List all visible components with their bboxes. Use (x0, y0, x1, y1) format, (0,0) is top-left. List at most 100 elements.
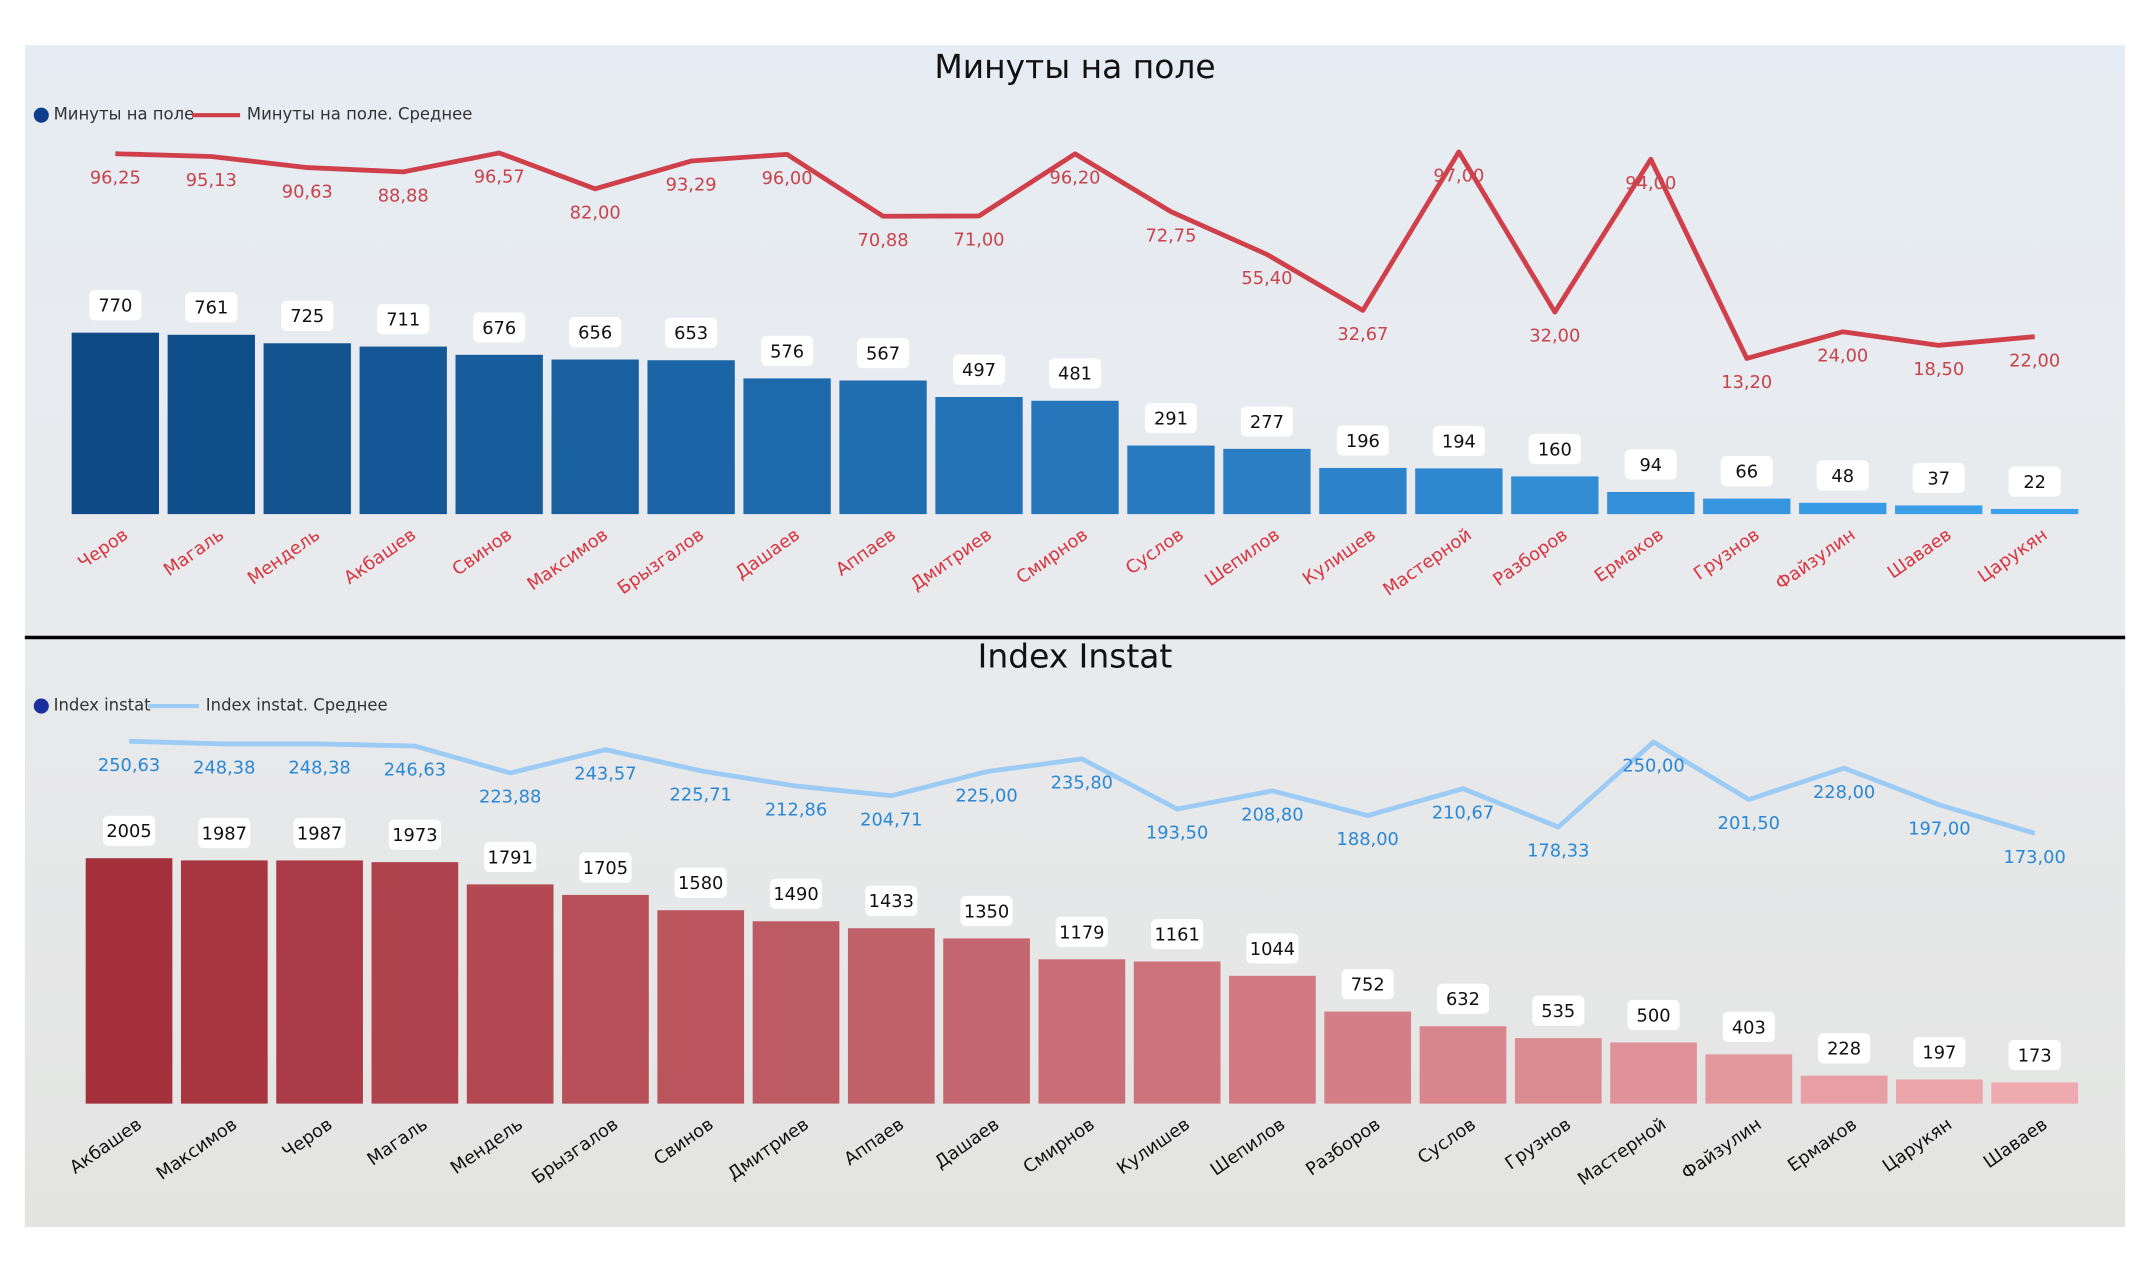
data-label-box (1336, 425, 1389, 456)
bar (935, 397, 1023, 515)
bar (466, 884, 554, 1104)
line-label: 95,13 (186, 170, 237, 191)
data-label-box (1144, 403, 1198, 434)
bar (263, 343, 351, 515)
line-label: 32,00 (1529, 326, 1580, 347)
data-label: 194 (1442, 431, 1476, 452)
data-label: 656 (578, 322, 612, 343)
line-label: 18,50 (1913, 359, 1964, 380)
data-label-box (185, 292, 238, 323)
data-label: 197 (1922, 1042, 1956, 1063)
data-label: 676 (482, 318, 516, 339)
line-label: 55,40 (1241, 268, 1292, 289)
data-label-box (1432, 425, 1485, 457)
line-label: 197,00 (1908, 819, 1970, 840)
data-label-box (1722, 1011, 1775, 1042)
data-label-box (1151, 919, 1204, 950)
data-label: 196 (1346, 431, 1380, 452)
bar (180, 860, 268, 1104)
chart-title: Index Instat (978, 637, 1173, 676)
bar (551, 359, 639, 515)
data-label: 1973 (392, 825, 437, 846)
bar (1133, 961, 1221, 1104)
line-label: 243,57 (574, 763, 636, 784)
data-label: 711 (386, 310, 420, 331)
line-label: 96,20 (1050, 168, 1101, 189)
line-label: 212,86 (765, 800, 827, 821)
bar (562, 894, 649, 1104)
data-label-box (1341, 969, 1394, 1000)
legend-label: Минуты на поле. Среднее (247, 105, 472, 124)
data-label: 1987 (297, 823, 342, 844)
bar (1415, 468, 1503, 515)
data-label: 567 (866, 343, 900, 364)
line-label: 72,75 (1145, 225, 1196, 246)
line-label: 235,80 (1051, 773, 1113, 794)
data-label: 535 (1541, 1001, 1575, 1022)
line-label: 178,33 (1527, 841, 1589, 862)
line-label: 97,00 (1433, 166, 1484, 187)
data-label-box (769, 878, 823, 909)
bar (1419, 1026, 1507, 1104)
data-label: 761 (194, 298, 228, 319)
line-label: 71,00 (954, 230, 1005, 251)
data-label: 403 (1732, 1017, 1766, 1038)
data-label-box (1720, 456, 1773, 487)
data-label-box (865, 885, 918, 916)
line-label: 13,20 (1721, 372, 1772, 393)
bar (943, 938, 1030, 1104)
data-label-box (484, 841, 537, 873)
data-label-box (952, 354, 1006, 385)
data-label-box (1816, 460, 1869, 491)
data-label-box (1818, 1033, 1871, 1064)
line-label: 250,00 (1622, 756, 1684, 777)
line-label: 22,00 (2009, 350, 2060, 371)
line-label: 96,00 (762, 168, 813, 189)
data-label-box (102, 815, 156, 846)
data-label-box (89, 290, 142, 321)
line-label: 225,00 (955, 785, 1017, 806)
data-label-box (2008, 1039, 2061, 1071)
bar (1319, 467, 1407, 515)
bar (359, 346, 447, 515)
data-label-box (281, 300, 334, 331)
data-label-box (857, 338, 910, 369)
bar (1799, 502, 1887, 515)
bar (1610, 1042, 1697, 1104)
line (115, 149, 2035, 361)
chart-title: Минуты на поле (934, 47, 1215, 86)
data-label-box (1912, 462, 1965, 494)
bar (1127, 445, 1215, 515)
data-label: 48 (1831, 466, 1854, 487)
data-label: 1580 (678, 873, 723, 894)
data-label-box (674, 867, 727, 898)
line-label: 96,57 (474, 167, 525, 188)
bar (1324, 1011, 1412, 1104)
data-label: 1179 (1059, 922, 1104, 943)
data-label-box (1913, 1037, 1966, 1068)
data-label-box (198, 817, 251, 849)
line (128, 738, 2036, 836)
data-label-box (1627, 999, 1680, 1031)
bar (647, 360, 735, 515)
bar (1031, 400, 1119, 515)
data-label: 632 (1446, 989, 1480, 1010)
legend-marker (33, 698, 49, 714)
data-label-box (665, 317, 718, 348)
data-label-box (473, 312, 526, 343)
bar (276, 860, 363, 1104)
bar (743, 378, 831, 515)
data-label: 770 (98, 296, 132, 317)
line-label: 225,71 (670, 785, 732, 806)
line-label: 250,63 (98, 755, 160, 776)
data-label: 1705 (583, 858, 628, 879)
data-label-box (1436, 983, 1490, 1014)
line-label: 94,00 (1625, 173, 1676, 194)
bar (1991, 508, 2079, 515)
data-label: 1044 (1250, 939, 1295, 960)
line-label: 70,88 (858, 230, 909, 251)
data-label: 94 (1639, 455, 1662, 476)
line-label: 201,50 (1718, 813, 1780, 834)
data-label-box (569, 317, 622, 348)
